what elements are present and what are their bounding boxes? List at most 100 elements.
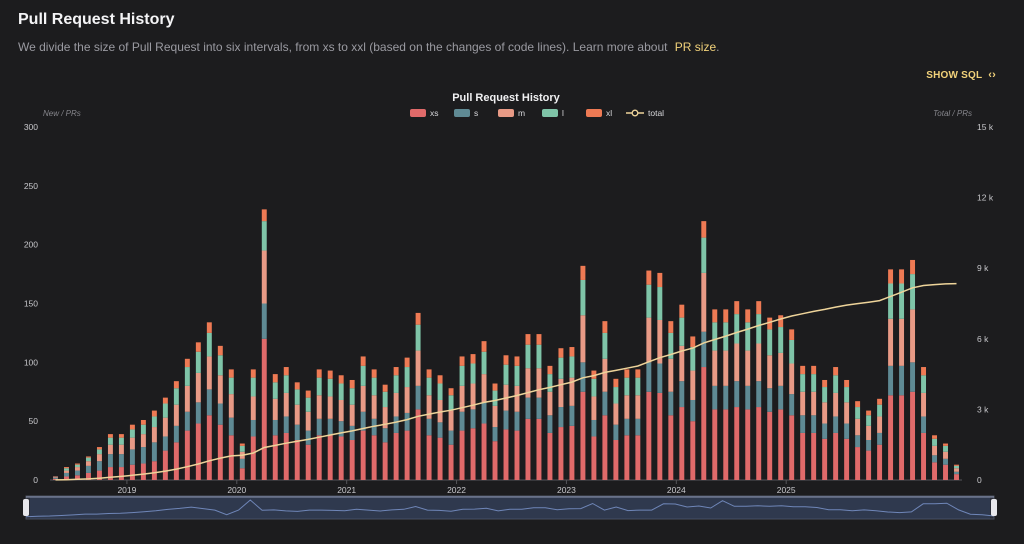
bar-l[interactable] [558,357,564,379]
bar-m[interactable] [756,343,762,382]
bar-s[interactable] [657,363,663,393]
bar-xs[interactable] [569,425,575,480]
bar-m[interactable] [547,391,553,416]
bar-m[interactable] [855,418,861,436]
bar-m[interactable] [789,363,795,395]
bar-xl[interactable] [250,369,256,378]
bar-l[interactable] [690,347,696,371]
bar-s[interactable] [129,449,135,465]
bar-xs[interactable] [481,423,487,480]
bar-m[interactable] [921,392,927,417]
bar-l[interactable] [624,377,630,396]
bar-xl[interactable] [525,334,531,345]
bar-l[interactable] [162,403,168,418]
bar-m[interactable] [283,392,289,417]
bar-xs[interactable] [426,435,432,480]
bar-s[interactable] [536,397,542,419]
bar-xs[interactable] [470,428,476,480]
bar-l[interactable] [822,387,828,403]
bar-xl[interactable] [558,348,564,358]
bar-m[interactable] [712,350,718,386]
zoom-handle-left[interactable] [23,499,29,516]
bar-m[interactable] [690,370,696,400]
bar-s[interactable] [470,409,476,429]
bar-m[interactable] [437,399,443,423]
bar-s[interactable] [591,419,597,437]
bar-s[interactable] [712,385,718,410]
bar-m[interactable] [701,272,707,332]
bar-xs[interactable] [415,409,421,480]
bar-l[interactable] [855,407,861,419]
show-sql-button[interactable]: SHOW SQL ‹› [926,69,996,81]
bar-xs[interactable] [844,438,850,480]
bar-xl[interactable] [129,424,135,430]
bar-xs[interactable] [404,430,410,480]
bar-xl[interactable] [382,384,388,392]
bar-m[interactable] [833,392,839,417]
bar-m[interactable] [822,402,828,424]
bar-m[interactable] [602,358,608,392]
bar-s[interactable] [272,419,278,436]
bar-xs[interactable] [349,439,355,480]
bar-s[interactable] [162,436,168,451]
bar-s[interactable] [173,425,179,443]
bar-xl[interactable] [822,379,828,388]
bar-m[interactable] [624,395,630,419]
bar-l[interactable] [228,377,234,395]
bar-xs[interactable] [855,447,861,480]
bar-l[interactable] [151,416,157,428]
bar-xs[interactable] [316,435,322,480]
bar-l[interactable] [415,324,421,351]
bar-s[interactable] [151,442,157,462]
bar-s[interactable] [734,381,740,408]
bar-xl[interactable] [811,365,817,375]
zoom-handle-right[interactable] [991,499,997,516]
bar-xs[interactable] [206,415,212,480]
bar-l[interactable] [800,374,806,392]
bar-m[interactable] [448,410,454,431]
bar-xs[interactable] [448,444,454,480]
bar-l[interactable] [734,314,740,344]
bar-xs[interactable] [261,338,267,480]
bar-m[interactable] [668,358,674,392]
bar-m[interactable] [558,378,564,408]
bar-m[interactable] [723,350,729,386]
bar-xl[interactable] [547,365,553,375]
bar-m[interactable] [129,437,135,450]
bar-s[interactable] [85,465,91,473]
bar-l[interactable] [382,391,388,408]
bar-s[interactable] [877,432,883,445]
bar-s[interactable] [921,416,927,433]
bar-l[interactable] [547,374,553,392]
bar-l[interactable] [525,344,531,369]
bar-l[interactable] [129,429,135,438]
bar-xs[interactable] [877,444,883,480]
bar-m[interactable] [866,425,872,440]
bar-l[interactable] [338,383,344,400]
bar-xs[interactable] [437,437,443,480]
bar-xs[interactable] [712,409,718,480]
bar-s[interactable] [558,407,564,428]
bar-xl[interactable] [602,321,608,333]
bar-l[interactable] [437,383,443,400]
bar-m[interactable] [514,385,520,412]
total-line[interactable] [55,282,957,481]
bar-xs[interactable] [899,395,905,480]
bar-s[interactable] [360,411,366,431]
bar-xl[interactable] [206,322,212,333]
bar-s[interactable] [53,477,58,479]
bar-xs[interactable] [217,424,223,480]
bar-s[interactable] [503,410,509,430]
bar-xs[interactable] [140,463,146,480]
bar-l[interactable] [261,221,267,251]
bar-m[interactable] [162,417,168,437]
bar-xs[interactable] [580,391,586,480]
bar-xs[interactable] [250,436,256,480]
bar-s[interactable] [767,388,773,412]
bar-m[interactable] [250,396,256,420]
bar-xs[interactable] [371,435,377,480]
bar-xs[interactable] [118,467,124,480]
bar-l[interactable] [64,468,69,471]
bar-xl[interactable] [932,435,938,439]
bar-xl[interactable] [514,356,520,366]
